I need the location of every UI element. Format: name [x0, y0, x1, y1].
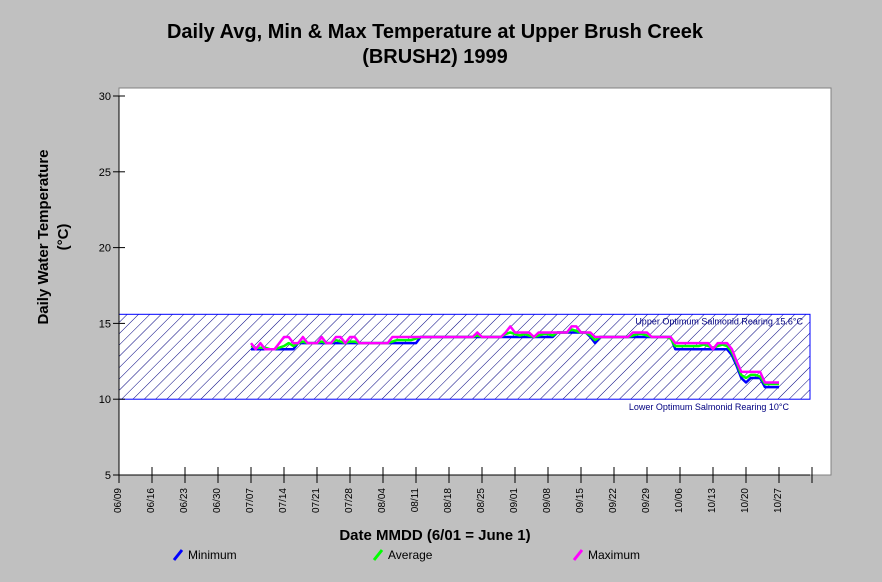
- x-tick-label: 07/07: [245, 488, 256, 513]
- x-axis-label: Date MMDD (6/01 = June 1): [339, 527, 530, 544]
- x-tick-label: 07/21: [311, 488, 322, 513]
- lower-band-label: Lower Optimum Salmonid Rearing 10°C: [629, 402, 790, 412]
- chart-title: Daily Avg, Min & Max Temperature at Uppe…: [0, 20, 870, 70]
- series-line-maximum: [250, 325, 779, 384]
- x-axis-ticks: 06/09 06/16 06/23 06/30 07/07 07/14 07/21 07/28…: [113, 467, 813, 513]
- y-axis-ticks: 5 10 15 20 25 30: [99, 91, 125, 482]
- series-line-average: [250, 328, 779, 386]
- x-tick-label: 08/25: [476, 488, 487, 513]
- x-tick-label: 09/08: [542, 488, 553, 513]
- x-tick-label: 09/29: [641, 488, 652, 513]
- x-tick-label: 07/14: [278, 488, 289, 513]
- x-tick-label: 09/15: [575, 488, 586, 513]
- y-tick-label: 25: [99, 167, 111, 179]
- x-tick-label: 07/28: [344, 488, 355, 513]
- legend-swatch-minimum: [172, 549, 184, 561]
- legend-label-maximum: Maximum: [588, 548, 640, 562]
- x-tick-label: 08/04: [377, 488, 388, 513]
- optimum-rearing-band: [118, 313, 811, 400]
- y-tick-label: 20: [99, 243, 111, 255]
- x-tick-label: 08/11: [410, 488, 421, 513]
- x-tick-label: 10/06: [674, 488, 685, 513]
- y-tick-label: 30: [99, 91, 111, 103]
- x-tick-label: 10/27: [773, 488, 784, 513]
- y-tick-label: 15: [99, 318, 111, 330]
- x-tick-label: 06/30: [212, 488, 223, 513]
- x-tick-label: 06/23: [179, 488, 190, 513]
- series-lines: [250, 325, 779, 389]
- x-tick-label: 08/18: [443, 488, 454, 513]
- y-tick-label: 10: [99, 394, 111, 406]
- x-tick-label: 10/20: [740, 488, 751, 513]
- x-tick-label: 06/16: [146, 488, 157, 513]
- x-tick-label: 09/01: [509, 488, 520, 513]
- upper-band-label: Upper Optimum Salmonid Rearing 15.6°C: [635, 316, 803, 326]
- y-axis-unit: (°C): [55, 224, 72, 251]
- legend-label-minimum: Minimum: [188, 548, 237, 562]
- series-line-minimum: [251, 331, 779, 389]
- y-axis-label: Daily Water Temperature: [35, 149, 52, 324]
- legend-swatch-average: [372, 549, 384, 561]
- plot-area: [118, 87, 832, 476]
- y-tick-label: 5: [105, 470, 111, 482]
- legend-label-average: Average: [388, 548, 433, 562]
- legend: Minimum Average Maximum: [172, 548, 640, 562]
- chart-subtitle: (BRUSH2) 1999: [362, 46, 508, 68]
- x-tick-label: 06/09: [113, 488, 124, 513]
- chart-title-line1: Daily Avg, Min & Max Temperature at Uppe…: [166, 21, 704, 43]
- x-tick-label: 10/13: [707, 488, 718, 513]
- legend-swatch-maximum: [572, 549, 584, 561]
- x-tick-label: 09/22: [608, 488, 619, 513]
